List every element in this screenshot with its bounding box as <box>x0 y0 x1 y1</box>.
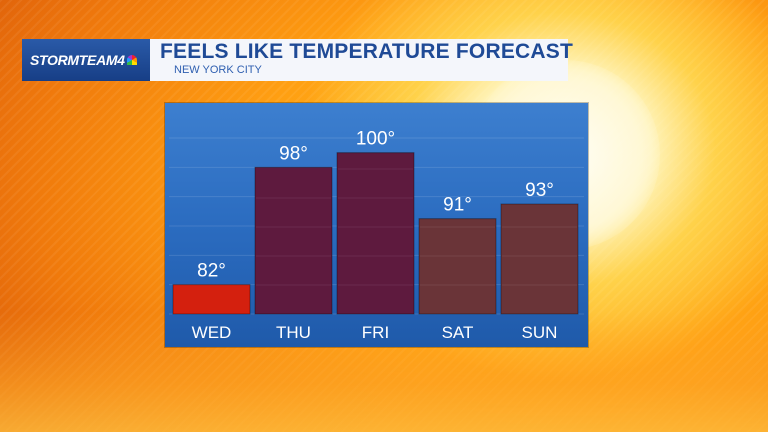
value-label-sun: 93° <box>525 180 554 201</box>
day-label-thu: THU <box>276 323 311 342</box>
bar-thu <box>254 166 333 315</box>
chart-subtitle: NEW YORK CITY <box>174 64 262 76</box>
title-box: FEELS LIKE TEMPERATURE FORECAST NEW YORK… <box>150 39 573 81</box>
bar-wed <box>172 284 251 315</box>
day-label-fri: FRI <box>362 323 389 342</box>
bar-sun <box>500 203 579 315</box>
day-label-sun: SUN <box>522 323 558 342</box>
value-label-fri: 100° <box>356 129 395 150</box>
bar-fri <box>336 152 415 315</box>
graphic-header: STORMTEAM4 FEELS LIKE TEMPERATURE FORECA… <box>22 39 573 81</box>
stormteam4-logo: STORMTEAM4 <box>22 39 150 81</box>
value-label-wed: 82° <box>197 261 226 282</box>
value-label-sat: 91° <box>443 195 472 216</box>
chart-title: FEELS LIKE TEMPERATURE FORECAST <box>160 40 573 63</box>
bar-chart: 82° WED 98° THU 100° FRI 91° SAT 93° SUN <box>169 129 584 342</box>
value-label-thu: 98° <box>279 143 308 164</box>
day-label-sat: SAT <box>442 323 474 342</box>
peacock-logo-icon <box>126 55 137 65</box>
logo-text: STORMTEAM4 <box>30 52 125 68</box>
chart-panel: 82° WED 98° THU 100° FRI 91° SAT 93° SUN <box>165 103 588 347</box>
bar-sat <box>418 218 497 315</box>
day-label-wed: WED <box>192 323 232 342</box>
